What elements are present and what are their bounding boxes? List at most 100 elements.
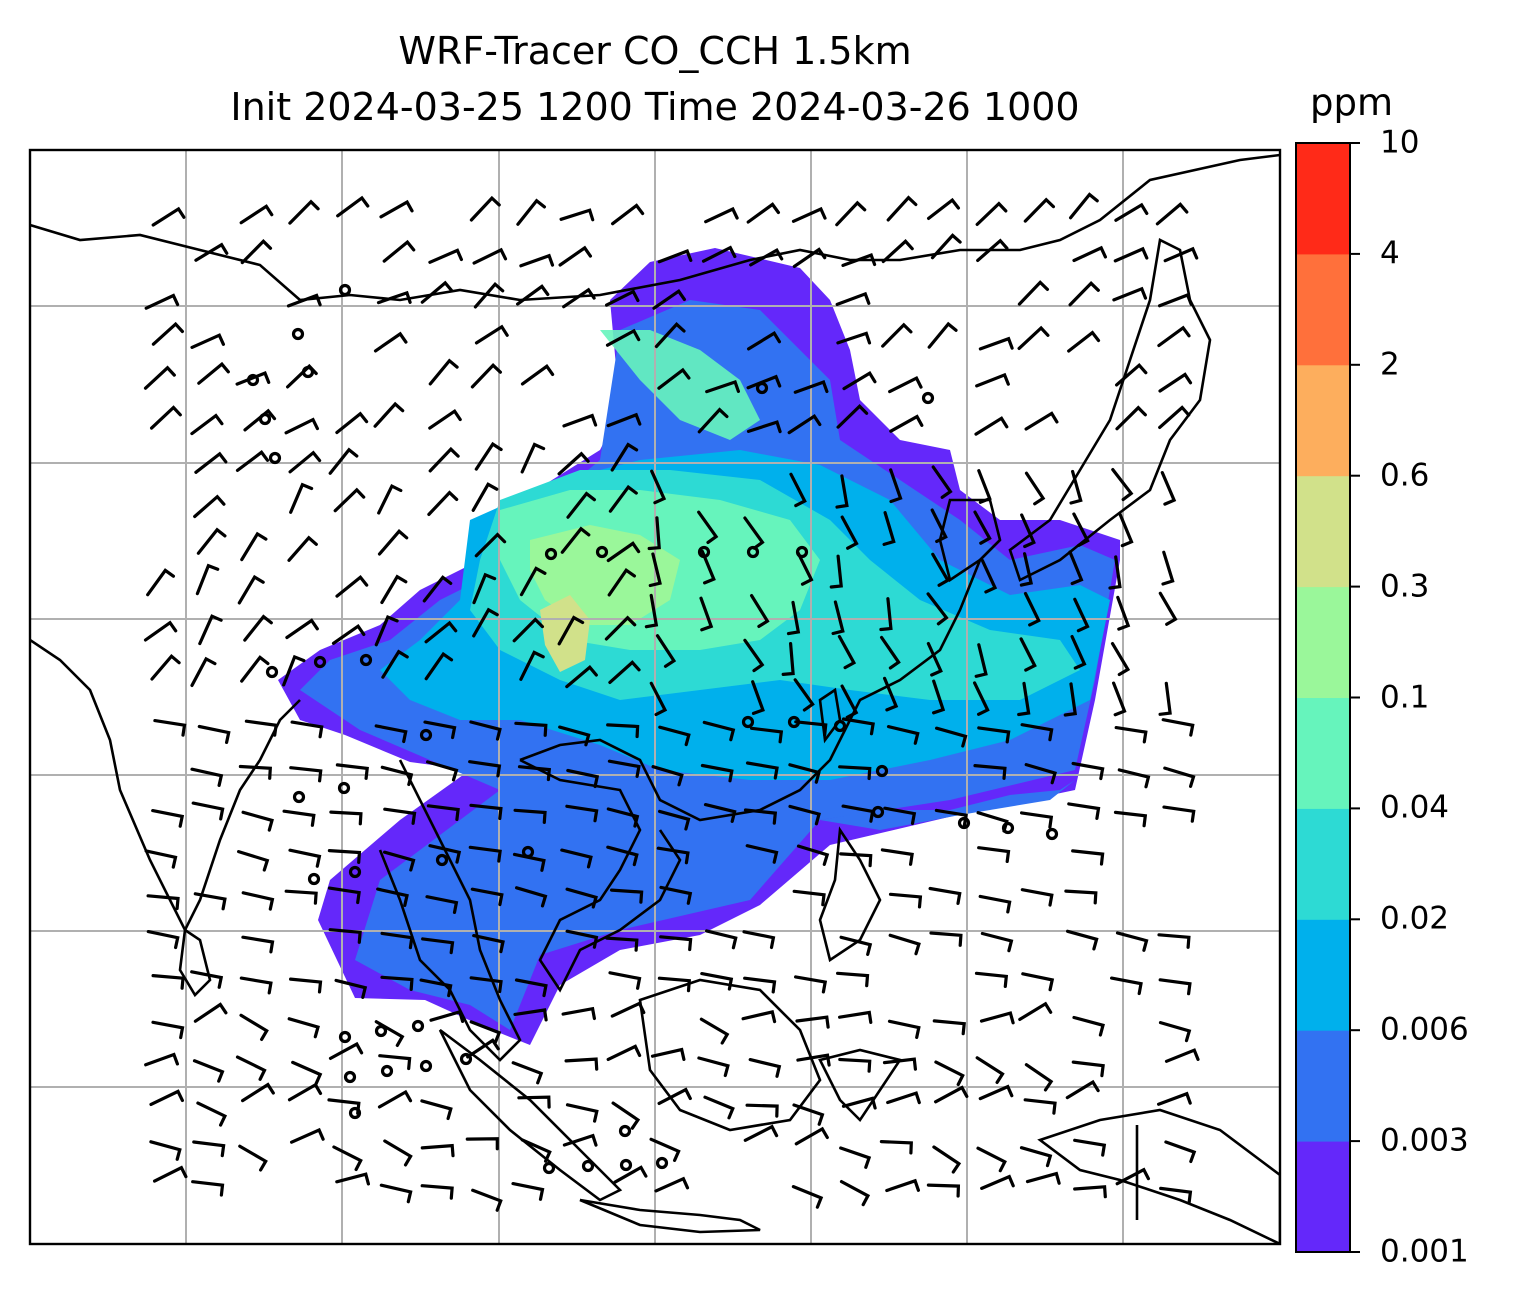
wind-barb	[880, 848, 914, 866]
wind-barb	[606, 412, 642, 428]
wind-barb	[520, 364, 555, 386]
calm-wind-marker	[380, 1064, 394, 1078]
wind-barb	[472, 607, 499, 638]
wind-barb	[1073, 1185, 1107, 1199]
wind-barb	[931, 552, 950, 587]
wind-barb	[657, 976, 692, 993]
wind-barb	[146, 894, 180, 911]
wind-barb	[980, 1174, 1015, 1190]
calm-wind-marker	[921, 391, 935, 405]
wind-barb	[519, 566, 547, 597]
wind-barb	[558, 245, 592, 267]
wind-barb	[839, 1180, 871, 1207]
wind-barb	[1163, 766, 1196, 788]
wind-barb	[151, 1020, 185, 1040]
wind-barb	[328, 447, 359, 475]
wind-barb	[607, 759, 641, 778]
wind-barb	[650, 1047, 686, 1061]
wind-barb	[288, 450, 322, 474]
wind-barb	[792, 1103, 825, 1126]
wind-barb	[239, 1013, 269, 1041]
calm-wind-marker	[337, 781, 351, 795]
wind-barb	[519, 253, 555, 268]
wind-barb	[841, 1096, 877, 1110]
wind-barb	[515, 886, 548, 908]
wind-barb	[741, 1009, 777, 1024]
wind-barb	[424, 620, 458, 644]
colorbar-segment	[1296, 586, 1350, 698]
wind-barb	[194, 451, 228, 474]
wind-barb	[1070, 635, 1087, 670]
wind-barb	[654, 1176, 690, 1193]
wind-barb	[841, 804, 875, 823]
wind-barb	[472, 247, 508, 265]
wind-barb	[1115, 362, 1148, 387]
wind-barb	[605, 289, 640, 307]
wind-barb	[1161, 718, 1195, 737]
wind-barb	[883, 676, 899, 712]
wind-barb	[565, 804, 599, 823]
wind-barb	[929, 931, 963, 947]
wind-barb	[565, 665, 598, 689]
wind-barb	[977, 846, 1011, 863]
wind-barb	[561, 1006, 596, 1021]
wind-barb	[935, 726, 968, 748]
wind-barb	[374, 724, 408, 744]
coast-mainland-sea	[519, 758, 682, 993]
wind-barb	[791, 1185, 824, 1209]
wind-barb	[190, 413, 224, 436]
wind-barb	[190, 656, 217, 687]
wind-barb	[928, 886, 962, 905]
wind-barb	[608, 971, 642, 990]
wind-barb	[788, 763, 821, 784]
coast-java	[579, 1198, 761, 1234]
wind-barb	[838, 1010, 873, 1024]
wind-barb	[747, 330, 781, 351]
wind-barb	[703, 803, 737, 823]
wind-barb	[974, 971, 1009, 988]
wind-barb	[880, 635, 901, 670]
wind-barb	[1158, 405, 1191, 429]
wind-barb	[144, 1052, 179, 1067]
colorbar-segment	[1296, 253, 1350, 366]
wind-barb	[794, 720, 828, 737]
wind-barb	[1020, 513, 1036, 549]
map-frame	[28, 148, 1282, 1246]
wind-barb	[520, 1138, 552, 1163]
wind-barb	[332, 1145, 363, 1172]
wind-barb	[882, 511, 896, 546]
wind-barb	[516, 198, 546, 226]
wind-barb	[841, 717, 875, 736]
calm-wind-marker	[833, 719, 847, 733]
wind-barb	[426, 804, 460, 821]
wind-barb	[703, 1095, 735, 1120]
wind-barb	[143, 620, 178, 642]
wind-barb	[1112, 286, 1148, 302]
wind-barb	[377, 483, 403, 515]
wind-barb	[566, 491, 596, 519]
colorbar-tick-label: 0.006	[1380, 1011, 1469, 1048]
wind-barb	[1024, 471, 1046, 506]
wind-barb	[699, 596, 714, 632]
wind-barb	[197, 724, 231, 744]
wind-barb	[1023, 197, 1055, 223]
calm-wind-marker	[419, 1059, 433, 1073]
wind-barb	[150, 653, 181, 681]
wind-barb	[240, 531, 268, 562]
wind-barb	[701, 245, 737, 263]
wind-barb	[837, 634, 857, 670]
wind-barb	[193, 1002, 228, 1023]
wind-barb	[191, 801, 225, 821]
wind-barb	[1024, 763, 1057, 785]
wind-barb	[838, 765, 872, 781]
wind-barb	[649, 681, 668, 717]
wind-barb	[657, 249, 693, 264]
wind-barb	[842, 371, 877, 391]
wind-barb	[886, 725, 920, 745]
wind-barb	[746, 374, 782, 390]
wind-barb	[327, 886, 361, 905]
wind-barb	[327, 1098, 361, 1115]
wind-barb	[881, 239, 914, 264]
wind-barb	[194, 242, 229, 262]
wind-barb	[512, 617, 544, 643]
